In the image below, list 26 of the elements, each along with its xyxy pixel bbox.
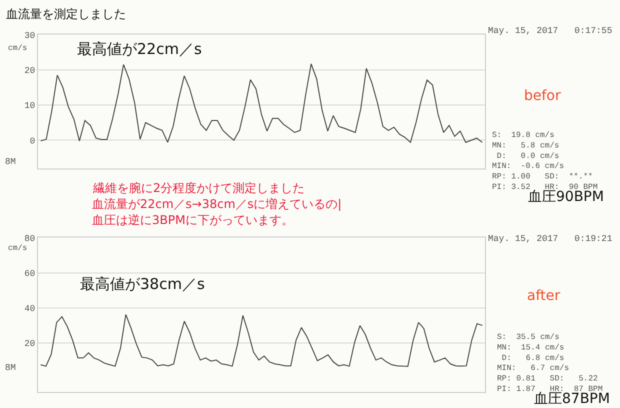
y-tick-label: 20 bbox=[24, 339, 36, 350]
y-tick-label: 10 bbox=[24, 101, 36, 112]
y-tick-label: 30 bbox=[24, 30, 36, 41]
text: 血圧は逆に3BPMに下がっています。 bbox=[92, 213, 294, 227]
text: 8M bbox=[5, 363, 16, 373]
line-series bbox=[40, 314, 483, 367]
text: May. 15, 2017 0:19:21 bbox=[488, 234, 612, 244]
y-tick-label: 0 bbox=[30, 136, 36, 146]
y-tick-label: 20 bbox=[24, 66, 36, 76]
text: befor bbox=[524, 88, 561, 104]
y-axis-title: cm/s bbox=[8, 44, 28, 53]
text: after bbox=[527, 288, 560, 304]
text: 血圧87BPM bbox=[534, 391, 610, 407]
text: 8M bbox=[5, 157, 16, 167]
text: 血流量が22cm／s→38cm／sに増えているの| bbox=[92, 197, 342, 211]
annotation: 最高値が22cm／s bbox=[77, 40, 202, 58]
text: 血圧90BPM bbox=[528, 189, 604, 205]
y-axis-title: cm/s bbox=[8, 244, 28, 253]
chart-title: 血流量を測定しました bbox=[6, 7, 126, 21]
y-tick-label: 60 bbox=[24, 268, 36, 279]
line-series bbox=[40, 63, 483, 143]
y-tick-label: 80 bbox=[24, 234, 36, 244]
y-tick-label: 40 bbox=[24, 304, 36, 314]
annotation: 最高値が38cm／s bbox=[80, 275, 205, 293]
text: 繊維を腕に2分程度かけて測定しました bbox=[92, 181, 305, 195]
text: May. 15, 2017 0:17:55 bbox=[488, 26, 612, 36]
